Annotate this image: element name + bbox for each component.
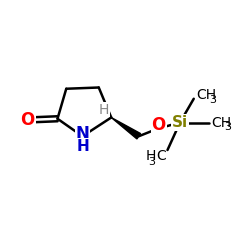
- Text: O: O: [20, 111, 34, 129]
- Text: O: O: [152, 116, 166, 134]
- Text: H: H: [99, 102, 110, 117]
- Polygon shape: [111, 118, 140, 139]
- Text: 3: 3: [209, 95, 216, 105]
- Text: Si: Si: [172, 115, 188, 130]
- Text: CH: CH: [196, 88, 216, 102]
- Text: 3: 3: [224, 122, 231, 132]
- Text: H: H: [146, 149, 156, 163]
- Text: 3: 3: [148, 157, 155, 167]
- Text: C: C: [156, 149, 166, 163]
- Text: CH: CH: [211, 116, 231, 130]
- Text: H: H: [76, 139, 89, 154]
- Text: N: N: [76, 125, 90, 143]
